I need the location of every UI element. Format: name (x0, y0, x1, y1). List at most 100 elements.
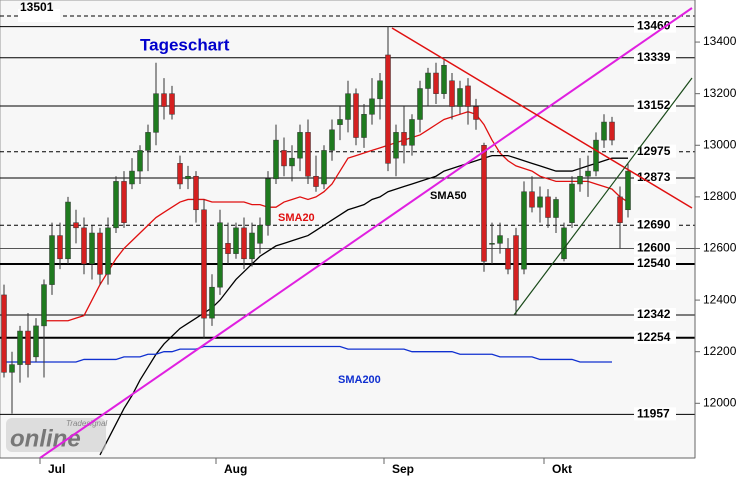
trend-lines (39, 7, 693, 458)
candle-body (529, 191, 535, 208)
sma-line (99, 154, 628, 456)
candle-body (89, 232, 95, 265)
candle-body (305, 132, 311, 177)
candle-body (129, 170, 135, 185)
y-tick-label: 12400 (703, 292, 737, 306)
candle-body (121, 181, 127, 223)
candle-body (65, 201, 71, 260)
series-label: SMA50 (430, 190, 467, 202)
x-tick-label: Okt (552, 462, 572, 476)
candle-body (401, 132, 407, 146)
candle-body (465, 85, 471, 107)
level-label: 13501 (20, 0, 54, 14)
y-tick-label: 13000 (703, 137, 737, 151)
candle-body (1, 294, 7, 373)
candle-body (97, 232, 103, 275)
candle-body (409, 119, 415, 146)
candle-body (233, 227, 239, 254)
y-tick-label: 12000 (703, 395, 737, 409)
candle-body (169, 93, 175, 115)
level-label-bg (634, 99, 676, 113)
candle-body (257, 225, 263, 244)
candle-body (385, 54, 391, 164)
level-label-bg (634, 218, 676, 232)
candle-body (161, 93, 167, 107)
candle-body (377, 80, 383, 100)
series-label: SMA200 (338, 374, 381, 386)
level-label-bg (634, 241, 676, 255)
candle-body (193, 175, 199, 211)
candle-body (561, 227, 567, 260)
level-label: 12540 (637, 256, 671, 270)
trend-line (39, 7, 693, 458)
candle-body (601, 121, 607, 141)
x-tick-label: Sep (392, 462, 414, 476)
candle-body (489, 243, 495, 245)
candle-body (225, 243, 231, 254)
y-tick-label: 12200 (703, 344, 737, 358)
sma-line (44, 111, 629, 322)
level-label-bg (634, 407, 676, 421)
candle-body (417, 88, 423, 120)
trend-line (513, 77, 693, 316)
candle-body (481, 145, 487, 262)
plot-layer (0, 15, 695, 456)
x-tick-label: Jul (48, 462, 65, 476)
candle-body (577, 175, 583, 185)
level-label-bg (634, 19, 676, 33)
candle-body (625, 170, 631, 211)
candle-body (201, 209, 207, 319)
candle-body (297, 132, 303, 159)
y-tick-label: 12800 (703, 189, 737, 203)
level-label-bg (634, 308, 676, 322)
candle-body (57, 235, 63, 260)
candle-body (289, 157, 295, 167)
candle-body (609, 121, 615, 141)
candle-body (553, 199, 559, 218)
level-label-bg (634, 50, 676, 64)
candle-body (569, 183, 575, 223)
level-label-bg (634, 144, 676, 158)
candle-body (105, 227, 111, 275)
candle-body (49, 235, 55, 285)
candle-body (457, 88, 463, 107)
y-tick-label: 13400 (703, 34, 737, 48)
candle-body (433, 72, 439, 94)
candle-body (73, 222, 79, 229)
level-label: 11957 (637, 407, 670, 421)
candle-body (393, 132, 399, 159)
candle-body (537, 196, 543, 208)
candle-body (545, 196, 551, 218)
candle-body (281, 150, 287, 167)
candle-body (185, 175, 191, 180)
candle-body (145, 132, 151, 151)
candle-body (521, 191, 527, 270)
level-label-bg (634, 330, 676, 344)
candle-body (585, 170, 591, 177)
candle-body (241, 227, 247, 260)
candle-body (265, 178, 271, 226)
level-label: 13339 (637, 50, 671, 64)
candle-body (25, 330, 31, 365)
level-label-bg (634, 171, 676, 185)
candle-body (497, 235, 503, 244)
candle-body (425, 72, 431, 89)
level-label: 12254 (637, 330, 671, 344)
level-label: 12975 (637, 144, 671, 158)
plot-area (0, 0, 696, 459)
candle-body (321, 150, 327, 185)
candle-body (153, 93, 159, 133)
candle-body (249, 232, 255, 260)
level-label-bg (634, 256, 676, 270)
candle-body (217, 222, 223, 288)
candle-body (505, 248, 511, 270)
chart-title: Tageschart (140, 35, 230, 54)
level-label: 13152 (637, 98, 671, 112)
candle-body (329, 129, 335, 151)
candle-body (513, 235, 519, 301)
candle-body (593, 139, 599, 172)
level-label: 12342 (637, 307, 671, 321)
candle-body (337, 119, 343, 125)
